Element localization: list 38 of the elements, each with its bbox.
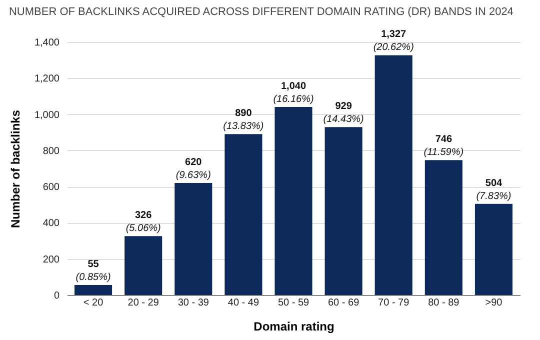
y-tick-label: 1,400 [34, 38, 60, 48]
bar [424, 160, 462, 295]
bar [274, 107, 312, 295]
x-tick-label: < 20 [83, 298, 104, 308]
x-tick-label: 70 - 79 [378, 298, 410, 308]
text: 929 (14.43%) [323, 101, 364, 126]
text: 326 (5.06%) [126, 210, 161, 234]
x-tick-label: 80 - 89 [428, 298, 460, 308]
x-tick-label: 60 - 69 [328, 298, 360, 308]
bar [124, 236, 162, 295]
x-tick-label: 30 - 39 [178, 298, 210, 308]
text: 55 (0.85%) [76, 259, 111, 284]
bar [74, 285, 112, 295]
y-tick-label: 1,000 [34, 110, 60, 121]
x-tick-label: >90 [485, 298, 503, 308]
text: 1,327 (20.62%) [373, 29, 414, 54]
y-tick-label: 800 [42, 146, 60, 157]
y-tick-label: 0 [54, 290, 60, 302]
y-tick-label: 600 [42, 182, 60, 194]
text: 746 (11.59%) [424, 134, 464, 158]
text: 620 (9.63%) [176, 156, 211, 181]
x-axis-title: Domain rating [254, 320, 334, 334]
x-tick-label: 20 - 29 [128, 298, 160, 308]
bar [224, 134, 262, 295]
bar [374, 55, 412, 295]
y-tick-label: 400 [42, 218, 60, 230]
bar [174, 182, 212, 295]
chart-title: NUMBER OF BACKLINKS ACQUIRED ACROSS DIFFERENT DOMAIN RATING (DR) BANDS IN 2024 [8, 6, 514, 18]
y-axis-title: Number of backlinks [8, 110, 22, 228]
text: 890 (13.83%) [223, 108, 264, 132]
text: 1,040 (16.16%) [273, 81, 314, 106]
bar [324, 127, 362, 295]
y-tick-label: 200 [42, 254, 60, 266]
x-tick-label: 50 - 59 [278, 298, 310, 308]
x-tick-label: 40 - 49 [228, 298, 260, 308]
text: 504 (7.83%) [476, 178, 512, 202]
y-tick-label: 1,200 [34, 74, 60, 85]
bar [474, 204, 512, 295]
